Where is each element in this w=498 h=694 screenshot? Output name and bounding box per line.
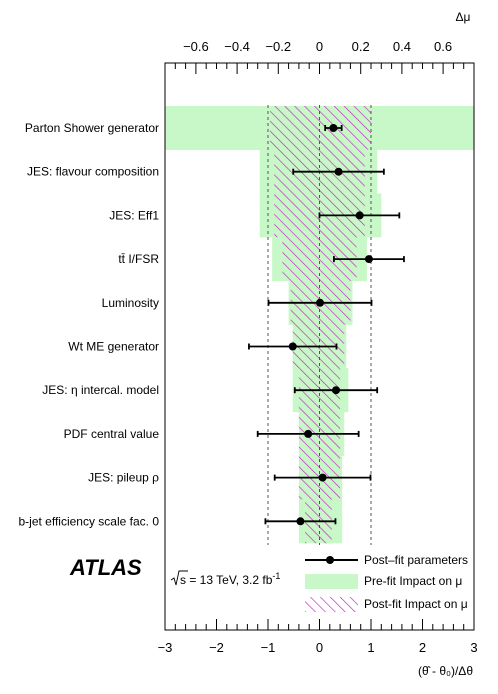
legend-label-postfit: Post-fit Impact on μ [364, 597, 468, 611]
top-tick-label: 0 [316, 39, 323, 54]
pull-points [248, 124, 405, 526]
parameter-label: PDF central value [64, 427, 160, 441]
top-axis-ticks: −0.6 −0.4 −0.2 0 0.2 0.4 0.6 [164, 39, 475, 74]
top-axis-title: Δμ [456, 10, 471, 24]
top-tick-label: 0.2 [352, 39, 370, 54]
pull-marker [364, 255, 373, 264]
parameter-label: tt̄ I/FSR [118, 252, 159, 266]
top-tick-label: 0.6 [434, 39, 452, 54]
pull-marker [329, 124, 338, 132]
pull-marker [288, 342, 297, 351]
bottom-axis-title: (θ̂ - θ₀)/Δθ [418, 664, 473, 678]
sqrt-sign [170, 570, 188, 586]
pull-marker [331, 386, 340, 395]
pull-marker [334, 167, 343, 176]
pull-marker [304, 429, 313, 438]
legend-label-postfit-params: Post–fit parameters [364, 553, 468, 567]
bottom-tick-label: 1 [367, 640, 374, 655]
parameter-label: JES: Eff1 [109, 208, 159, 222]
top-tick-label: 0.4 [393, 39, 411, 54]
parameter-label: b-jet efficiency scale fac. 0 [18, 514, 159, 528]
bottom-tick-label: 0 [316, 640, 323, 655]
bottom-tick-label: −2 [209, 640, 224, 655]
pull-marker [316, 298, 325, 307]
sqrt-s-symbol: s [180, 573, 186, 587]
parameter-label: Wt ME generator [68, 340, 159, 354]
parameter-label: JES: η intercal. model [42, 383, 159, 397]
legend-label-prefit: Pre-fit Impact on μ [364, 574, 462, 588]
top-tick-label: −0.4 [224, 39, 250, 54]
atlas-label: ATLAS [69, 555, 142, 580]
lumi-exponent: -1 [272, 571, 280, 581]
energy-text: = 13 TeV, 3.2 fb [186, 573, 273, 587]
parameter-label: Parton Shower generator [25, 121, 159, 135]
pull-marker [296, 517, 305, 526]
parameter-label: JES: flavour composition [27, 165, 159, 179]
legend-prefit-swatch [305, 574, 358, 589]
bottom-tick-label: −1 [261, 640, 276, 655]
reference-lines [267, 105, 372, 545]
bottom-tick-label: 2 [419, 640, 426, 655]
legend-postfit-swatch [305, 597, 358, 612]
bottom-tick-label: 3 [470, 640, 477, 655]
pull-marker [318, 473, 327, 482]
bottom-tick-label: −3 [158, 640, 173, 655]
svg-text:s = 13 TeV, 3.2 fb-1: s = 13 TeV, 3.2 fb-1 [180, 571, 280, 587]
top-tick-label: −0.2 [265, 39, 291, 54]
parameter-label: Luminosity [102, 296, 159, 310]
postfit-band [270, 106, 371, 150]
parameter-labels: Parton Shower generator JES: flavour comp… [18, 121, 159, 528]
pull-marker [355, 211, 364, 220]
energy-annotation: s = 13 TeV, 3.2 fb-1 [170, 570, 280, 587]
legend-marker-dot [326, 556, 334, 564]
top-tick-label: −0.6 [183, 39, 209, 54]
bottom-axis-ticks: −3 −2 −1 0 1 2 3 [158, 619, 478, 655]
parameter-label: JES: pileup ρ [88, 471, 159, 485]
legend: Post–fit parameters Pre-fit Impact on μ … [305, 553, 468, 612]
